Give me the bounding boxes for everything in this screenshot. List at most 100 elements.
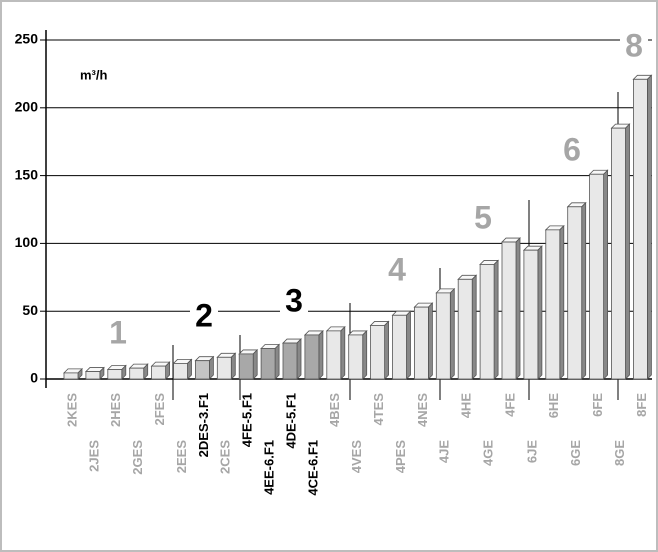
x-tick-label: 8GE — [612, 440, 627, 466]
bar-face — [296, 338, 302, 380]
group-label-bg — [558, 134, 586, 170]
bar-face — [515, 237, 521, 380]
x-tick-label: 2CES — [218, 440, 233, 474]
x-tick-label: 4CE-6.F1 — [305, 440, 320, 496]
bar-face — [647, 74, 652, 380]
bar — [260, 343, 281, 380]
bar-face — [633, 78, 648, 380]
y-tick-label: 150 — [15, 166, 39, 182]
bar — [128, 363, 149, 380]
group-label: 3 — [285, 282, 303, 318]
x-tick-label: 4DE-5.F1 — [283, 393, 298, 449]
bar-face — [449, 287, 455, 380]
bar-face — [384, 320, 390, 380]
bar-face — [603, 169, 608, 380]
bar — [457, 274, 478, 380]
bar-face — [413, 306, 429, 380]
bar — [347, 329, 368, 380]
group-label-bg — [383, 254, 411, 290]
x-tick-label: 4PES — [393, 440, 408, 474]
bar-face — [435, 292, 451, 380]
bar-face — [537, 245, 543, 380]
y-tick-label: 0 — [30, 370, 38, 386]
bar-face — [479, 264, 495, 380]
bar-face — [252, 348, 258, 380]
x-tick-label: 4NES — [415, 393, 430, 427]
x-tick-label: 2HES — [108, 393, 123, 427]
x-tick-label: 4EE-6.F1 — [262, 440, 277, 495]
bar-face — [216, 356, 232, 380]
group-label: 1 — [109, 314, 127, 350]
x-tick-label: 6JE — [524, 440, 539, 463]
bar — [238, 348, 259, 380]
bar-face — [151, 365, 167, 380]
x-tick-label: 2GES — [130, 440, 145, 475]
group-label: 6 — [563, 131, 581, 167]
group-label-bg — [469, 202, 497, 238]
y-tick-label: 100 — [15, 234, 39, 250]
x-tick-label: 4TES — [371, 393, 386, 426]
bar-face — [457, 278, 473, 380]
bar-face — [567, 206, 583, 380]
y-tick-label: 50 — [22, 302, 38, 318]
x-tick-label: 6GE — [568, 440, 583, 466]
x-tick-label: 4HE — [459, 393, 474, 419]
bar-face — [304, 334, 320, 380]
bar-face — [392, 314, 407, 380]
bar — [632, 74, 653, 380]
bar-face — [559, 224, 565, 380]
group-label-bg — [104, 317, 132, 353]
bar-face — [194, 360, 210, 380]
bar — [413, 302, 434, 380]
bar — [106, 364, 127, 380]
bar-face — [63, 372, 79, 380]
bar-face — [282, 342, 298, 380]
bar-face — [427, 302, 433, 380]
x-tick-label: 2FES — [152, 393, 167, 426]
group-label: 5 — [474, 199, 492, 235]
x-tick-label: 2JES — [86, 440, 101, 472]
bar-face — [318, 329, 324, 380]
unit-label: m³/h — [80, 67, 108, 82]
group-label-bg — [620, 30, 648, 66]
bar — [522, 245, 543, 380]
x-tick-label: 8FE — [634, 393, 649, 417]
bar-face — [208, 355, 214, 380]
bar-face — [581, 201, 587, 380]
bar-face — [611, 127, 626, 380]
bar — [588, 169, 609, 380]
bar-face — [238, 353, 254, 380]
bar-face — [406, 310, 411, 380]
x-tick-label: 4FE-5.F1 — [240, 393, 255, 447]
bar — [566, 201, 587, 380]
bar — [544, 224, 565, 380]
group-label: 8 — [625, 27, 643, 63]
bar-face — [348, 334, 364, 380]
bar — [479, 259, 500, 380]
bar-face — [625, 123, 630, 380]
bar-face — [260, 348, 276, 380]
bar-face — [340, 325, 346, 380]
bar — [369, 320, 390, 380]
bar — [303, 329, 324, 380]
bar — [84, 366, 105, 380]
x-tick-label: 6FE — [590, 393, 605, 417]
bar-face — [173, 363, 188, 380]
bar-face — [129, 367, 145, 380]
bar-face — [187, 358, 192, 380]
bar-face — [230, 352, 236, 380]
bar — [391, 310, 412, 380]
y-tick-label: 200 — [15, 99, 39, 115]
bar-face — [493, 259, 499, 380]
x-tick-label: 2DES-3.F1 — [196, 393, 211, 457]
bar-face — [545, 229, 561, 380]
bar — [63, 367, 83, 380]
group-label: 4 — [388, 251, 406, 287]
x-tick-label: 4GE — [481, 440, 496, 466]
bar — [610, 123, 631, 380]
bar — [194, 355, 215, 380]
bar — [172, 358, 193, 380]
x-tick-label: 6HE — [546, 393, 561, 419]
bar-face — [362, 329, 368, 380]
